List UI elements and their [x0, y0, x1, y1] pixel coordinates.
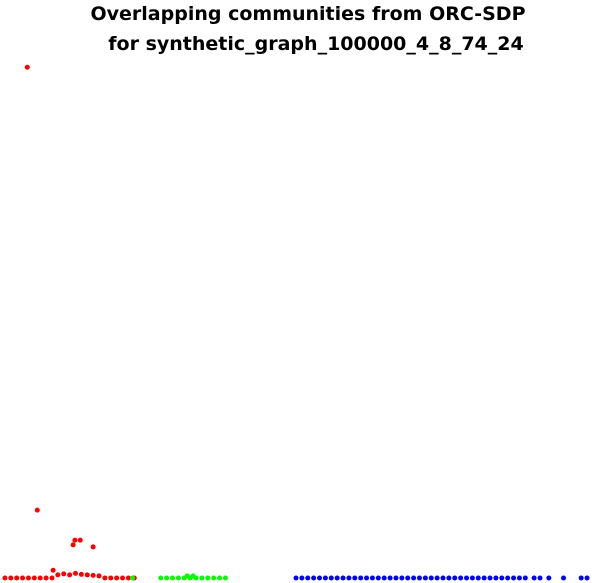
point [90, 544, 96, 550]
point [293, 575, 299, 581]
point [328, 575, 334, 581]
point [49, 575, 55, 581]
point [346, 575, 352, 581]
point [217, 575, 223, 581]
point [158, 575, 164, 581]
point [31, 575, 37, 581]
point [352, 575, 358, 581]
point [14, 575, 20, 581]
chart-title: Overlapping communities from ORC-SDP [91, 3, 526, 25]
point [340, 575, 346, 581]
point [96, 573, 102, 579]
point [505, 575, 511, 581]
point [43, 575, 49, 581]
point [322, 575, 328, 581]
point [20, 575, 26, 581]
point [90, 572, 96, 578]
point [37, 575, 43, 581]
point [369, 575, 375, 581]
point [416, 575, 422, 581]
point [364, 575, 370, 581]
chart-title: for synthetic_graph_100000_4_8_74_24 [108, 33, 523, 55]
point [422, 575, 428, 581]
point [73, 570, 78, 576]
point [67, 572, 73, 578]
point [184, 573, 190, 579]
point [125, 575, 131, 581]
point [531, 575, 537, 581]
point [199, 575, 205, 581]
point [481, 575, 487, 581]
point [317, 575, 323, 581]
point [55, 572, 61, 578]
point [475, 575, 481, 581]
point [70, 542, 76, 548]
point [375, 575, 381, 581]
point [411, 575, 417, 581]
point [464, 575, 470, 581]
point [102, 575, 108, 581]
point [78, 571, 84, 577]
point [493, 575, 499, 581]
point [334, 575, 340, 581]
point [428, 575, 434, 581]
point [458, 575, 464, 581]
point [440, 575, 446, 581]
point [452, 575, 458, 581]
point [211, 575, 217, 581]
point [305, 575, 311, 581]
point [516, 575, 522, 581]
point [405, 575, 411, 581]
point [108, 575, 114, 581]
point [511, 575, 517, 581]
point [311, 575, 317, 581]
point [2, 575, 8, 581]
point [499, 575, 505, 581]
point [8, 575, 14, 581]
point [61, 571, 67, 577]
point [120, 575, 126, 581]
point [77, 537, 83, 543]
point [399, 575, 405, 581]
point [584, 575, 590, 581]
point [84, 572, 90, 578]
point [170, 575, 176, 581]
point [130, 575, 136, 581]
point [469, 575, 475, 581]
point [446, 575, 452, 581]
point [387, 575, 393, 581]
point [434, 575, 440, 581]
point [299, 575, 305, 581]
point [164, 575, 170, 581]
point [175, 575, 181, 581]
point [24, 64, 30, 70]
point [190, 573, 196, 579]
point [358, 575, 364, 581]
point [25, 575, 31, 581]
point [522, 575, 528, 581]
point [50, 567, 56, 573]
point [561, 575, 567, 581]
point [34, 507, 40, 513]
point [222, 575, 228, 581]
point [72, 537, 78, 543]
point [393, 575, 399, 581]
point [578, 575, 584, 581]
point [537, 575, 543, 581]
point [381, 575, 387, 581]
point [114, 575, 120, 581]
point [487, 575, 493, 581]
point [546, 575, 552, 581]
point [205, 575, 211, 581]
